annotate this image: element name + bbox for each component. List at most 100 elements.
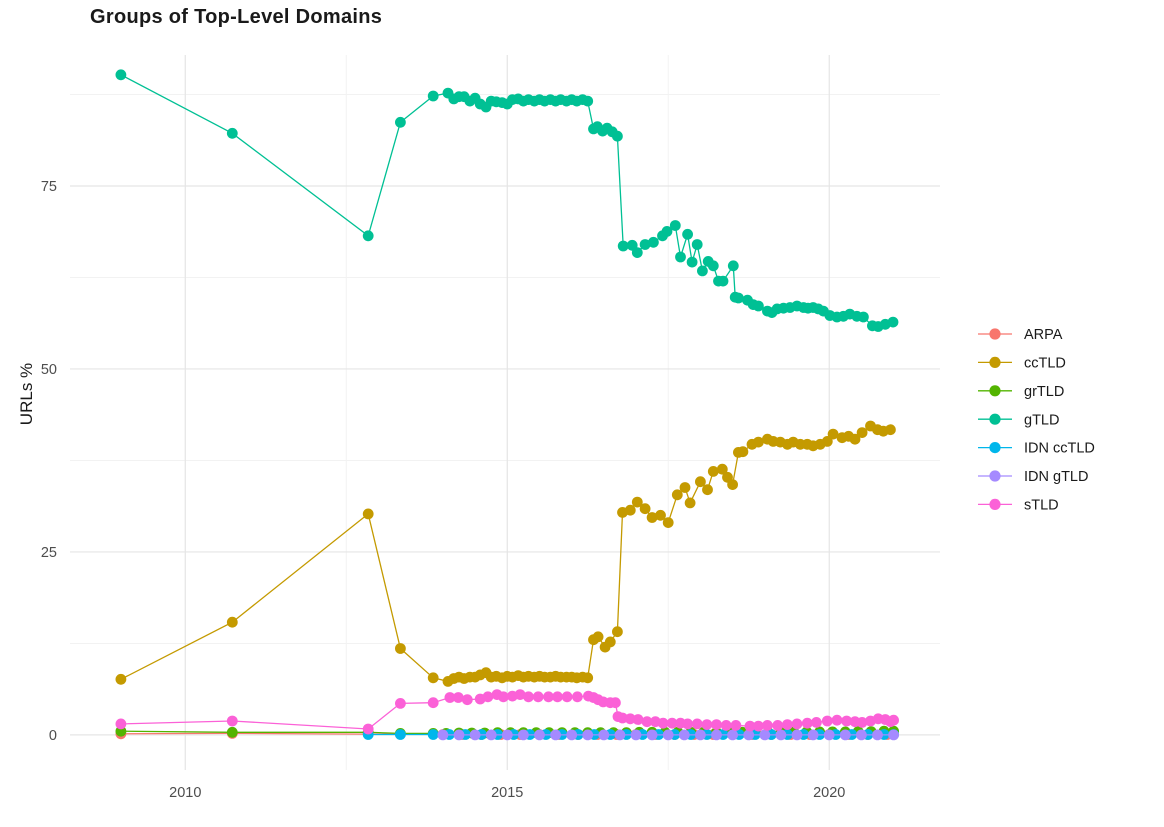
legend-label: sTLD bbox=[1024, 497, 1059, 513]
data-point bbox=[821, 715, 833, 727]
legend-key-point bbox=[989, 356, 1001, 368]
data-point bbox=[888, 729, 899, 741]
data-point bbox=[657, 717, 669, 729]
y-tick-label: 50 bbox=[41, 362, 57, 378]
data-point bbox=[679, 482, 691, 493]
data-point bbox=[678, 729, 690, 741]
data-point bbox=[839, 729, 851, 741]
x-tick-label: 2010 bbox=[169, 785, 201, 801]
series-idn-gtld bbox=[437, 729, 899, 741]
legend-item-cctld: ccTLD bbox=[978, 355, 1066, 371]
legend-label: ccTLD bbox=[1024, 355, 1066, 371]
data-point bbox=[582, 95, 594, 107]
data-point bbox=[888, 714, 899, 726]
y-axis-label: URLs % bbox=[17, 362, 36, 426]
data-point bbox=[427, 729, 439, 740]
data-point bbox=[716, 463, 728, 475]
data-point bbox=[823, 729, 835, 741]
data-point bbox=[639, 239, 651, 250]
legend-item-arpa: ARPA bbox=[978, 327, 1063, 343]
data-point bbox=[453, 729, 465, 741]
data-point bbox=[856, 717, 868, 728]
data-point bbox=[561, 691, 573, 703]
data-point bbox=[675, 251, 686, 263]
data-point bbox=[582, 672, 594, 684]
data-point bbox=[695, 729, 706, 741]
data-point bbox=[604, 636, 616, 648]
data-point bbox=[831, 714, 843, 726]
legend-label: IDN ccTLD bbox=[1024, 441, 1095, 457]
legend-label: ARPA bbox=[1024, 327, 1063, 343]
series-stld bbox=[115, 689, 899, 735]
data-point bbox=[671, 489, 683, 501]
data-point bbox=[598, 729, 610, 741]
legend-key-point bbox=[989, 498, 1001, 510]
data-point bbox=[614, 729, 626, 741]
data-point bbox=[697, 265, 708, 277]
data-point bbox=[682, 228, 693, 240]
data-point bbox=[514, 689, 526, 700]
legend-key-point bbox=[989, 328, 1001, 340]
data-point bbox=[592, 631, 604, 643]
data-point bbox=[717, 275, 729, 287]
data-point bbox=[226, 715, 238, 727]
data-point bbox=[550, 729, 561, 741]
data-point bbox=[762, 720, 773, 731]
data-point bbox=[827, 428, 839, 440]
data-point bbox=[856, 729, 867, 741]
data-point bbox=[711, 729, 722, 741]
legend-key-point bbox=[989, 442, 1001, 454]
data-point bbox=[691, 718, 703, 730]
data-point bbox=[641, 716, 653, 728]
y-tick-label: 0 bbox=[49, 728, 57, 744]
data-point bbox=[362, 723, 374, 735]
data-point bbox=[858, 311, 869, 323]
data-point bbox=[733, 292, 744, 304]
data-point bbox=[730, 720, 742, 731]
data-point bbox=[737, 446, 749, 458]
legend-label: IDN gTLD bbox=[1024, 469, 1088, 485]
data-point bbox=[885, 424, 896, 436]
data-point bbox=[532, 691, 544, 703]
data-point bbox=[682, 718, 693, 730]
data-point bbox=[395, 643, 406, 654]
data-point bbox=[115, 69, 127, 81]
legend-key-point bbox=[989, 413, 1001, 425]
data-point bbox=[887, 316, 899, 328]
legend-item-stld: sTLD bbox=[978, 497, 1059, 513]
data-point bbox=[518, 729, 529, 741]
gridlines bbox=[70, 55, 940, 770]
data-point bbox=[669, 220, 681, 231]
series-cctld bbox=[115, 420, 896, 687]
data-point bbox=[610, 697, 621, 709]
data-point bbox=[362, 508, 374, 520]
chart-title: Groups of Top-Level Domains bbox=[90, 6, 383, 28]
data-point bbox=[702, 484, 713, 496]
data-point bbox=[707, 466, 719, 477]
data-point bbox=[444, 692, 456, 703]
data-point bbox=[686, 256, 698, 268]
data-point bbox=[631, 496, 643, 508]
data-point bbox=[666, 717, 678, 729]
data-point bbox=[807, 729, 819, 741]
data-point bbox=[759, 729, 771, 741]
data-point bbox=[811, 717, 822, 728]
x-tick-label: 2020 bbox=[813, 785, 845, 801]
data-point bbox=[624, 504, 636, 516]
data-point bbox=[753, 300, 764, 312]
legend-item-idn-gtld: IDN gTLD bbox=[978, 469, 1088, 485]
data-point bbox=[617, 712, 628, 724]
data-point bbox=[772, 720, 784, 731]
data-point bbox=[482, 691, 494, 703]
data-point bbox=[395, 698, 406, 709]
legend-label: gTLD bbox=[1024, 412, 1059, 428]
legend-item-gtld: gTLD bbox=[978, 412, 1059, 428]
data-point bbox=[841, 715, 852, 727]
data-point bbox=[662, 517, 674, 528]
data-point bbox=[684, 497, 696, 509]
data-point bbox=[427, 90, 439, 102]
data-point bbox=[115, 718, 127, 730]
data-point bbox=[543, 691, 554, 703]
legend-item-grtld: grTLD bbox=[978, 384, 1064, 400]
